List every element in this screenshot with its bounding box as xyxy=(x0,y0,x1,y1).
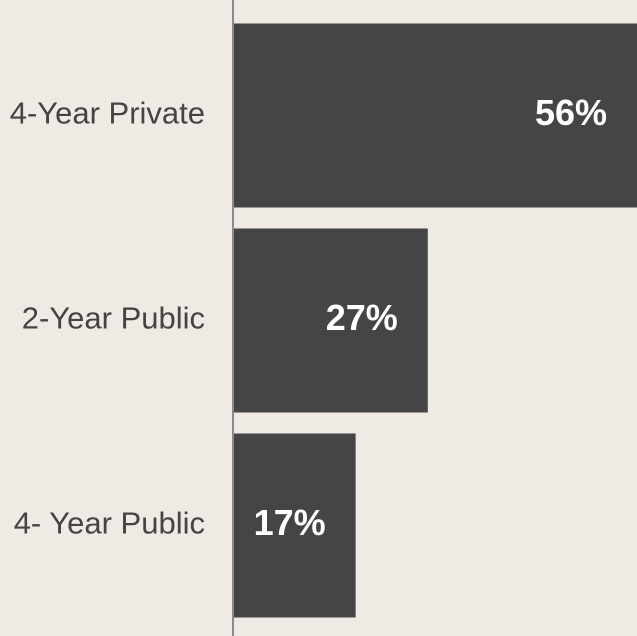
category-label: 4-Year Private xyxy=(10,96,205,131)
bar xyxy=(233,433,356,618)
value-label: 56% xyxy=(535,92,607,133)
value-label: 27% xyxy=(326,297,398,338)
bar xyxy=(233,228,428,413)
bar xyxy=(233,23,637,208)
category-label: 4- Year Public xyxy=(14,506,205,541)
value-label: 17% xyxy=(254,502,326,543)
category-label: 2-Year Public xyxy=(22,301,205,336)
